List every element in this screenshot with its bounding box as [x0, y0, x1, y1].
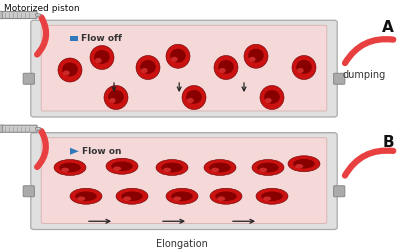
Ellipse shape [90, 46, 114, 70]
Ellipse shape [297, 68, 304, 73]
FancyBboxPatch shape [41, 138, 327, 224]
Text: Flow off: Flow off [81, 34, 122, 43]
Ellipse shape [63, 70, 70, 76]
Ellipse shape [257, 163, 279, 172]
Ellipse shape [140, 60, 156, 74]
FancyBboxPatch shape [34, 20, 334, 25]
Ellipse shape [211, 168, 219, 172]
Ellipse shape [259, 168, 267, 172]
Text: dumping: dumping [343, 70, 386, 80]
Ellipse shape [123, 196, 131, 201]
Ellipse shape [141, 68, 148, 73]
Ellipse shape [95, 58, 102, 63]
Ellipse shape [215, 192, 237, 201]
Ellipse shape [54, 160, 86, 176]
Ellipse shape [256, 188, 288, 204]
Ellipse shape [77, 196, 85, 201]
Text: Motorized piston: Motorized piston [4, 4, 80, 13]
Bar [70, 36, 78, 41]
FancyBboxPatch shape [31, 20, 337, 117]
Ellipse shape [296, 60, 312, 74]
FancyBboxPatch shape [23, 73, 34, 84]
Ellipse shape [136, 56, 160, 80]
Ellipse shape [218, 60, 234, 74]
Ellipse shape [61, 168, 69, 172]
Ellipse shape [264, 90, 280, 104]
Ellipse shape [209, 163, 231, 172]
Text: B: B [382, 135, 394, 150]
Ellipse shape [106, 158, 138, 174]
Ellipse shape [261, 192, 283, 201]
Ellipse shape [170, 49, 186, 62]
Ellipse shape [186, 90, 202, 104]
Ellipse shape [244, 44, 268, 68]
Text: Flow on: Flow on [82, 147, 122, 156]
FancyBboxPatch shape [0, 11, 2, 19]
Ellipse shape [292, 56, 316, 80]
Ellipse shape [163, 168, 171, 172]
Ellipse shape [248, 49, 264, 62]
FancyBboxPatch shape [0, 125, 2, 132]
FancyBboxPatch shape [1, 125, 37, 132]
Ellipse shape [104, 86, 128, 110]
Ellipse shape [288, 156, 320, 172]
Ellipse shape [113, 166, 121, 171]
Ellipse shape [173, 196, 181, 201]
Ellipse shape [62, 62, 78, 76]
FancyBboxPatch shape [23, 186, 34, 197]
Text: A: A [382, 20, 394, 35]
Ellipse shape [252, 160, 284, 176]
Ellipse shape [58, 58, 82, 82]
Ellipse shape [109, 98, 116, 103]
Polygon shape [70, 148, 79, 155]
FancyBboxPatch shape [334, 186, 345, 197]
Ellipse shape [293, 159, 315, 168]
Ellipse shape [59, 163, 81, 172]
Ellipse shape [166, 188, 198, 204]
Ellipse shape [94, 50, 110, 64]
Ellipse shape [217, 196, 225, 201]
FancyBboxPatch shape [31, 133, 337, 230]
Ellipse shape [121, 192, 143, 201]
Ellipse shape [214, 56, 238, 80]
Ellipse shape [171, 57, 178, 62]
Ellipse shape [108, 90, 124, 104]
Ellipse shape [75, 192, 97, 201]
FancyBboxPatch shape [334, 73, 345, 84]
FancyBboxPatch shape [1, 12, 37, 18]
Ellipse shape [166, 44, 190, 68]
FancyBboxPatch shape [36, 14, 40, 16]
Ellipse shape [295, 164, 303, 168]
Ellipse shape [161, 163, 183, 172]
Ellipse shape [187, 98, 194, 103]
Ellipse shape [263, 196, 271, 201]
FancyBboxPatch shape [41, 25, 327, 111]
Ellipse shape [182, 86, 206, 110]
FancyBboxPatch shape [36, 128, 40, 130]
Ellipse shape [111, 162, 133, 171]
Ellipse shape [260, 86, 284, 110]
Ellipse shape [265, 98, 272, 103]
Ellipse shape [249, 57, 256, 62]
Text: Elongation: Elongation [156, 239, 208, 249]
FancyBboxPatch shape [34, 132, 334, 138]
Ellipse shape [116, 188, 148, 204]
Ellipse shape [156, 160, 188, 176]
Ellipse shape [70, 188, 102, 204]
Ellipse shape [219, 68, 226, 73]
Ellipse shape [210, 188, 242, 204]
Ellipse shape [171, 192, 193, 201]
Ellipse shape [204, 160, 236, 176]
